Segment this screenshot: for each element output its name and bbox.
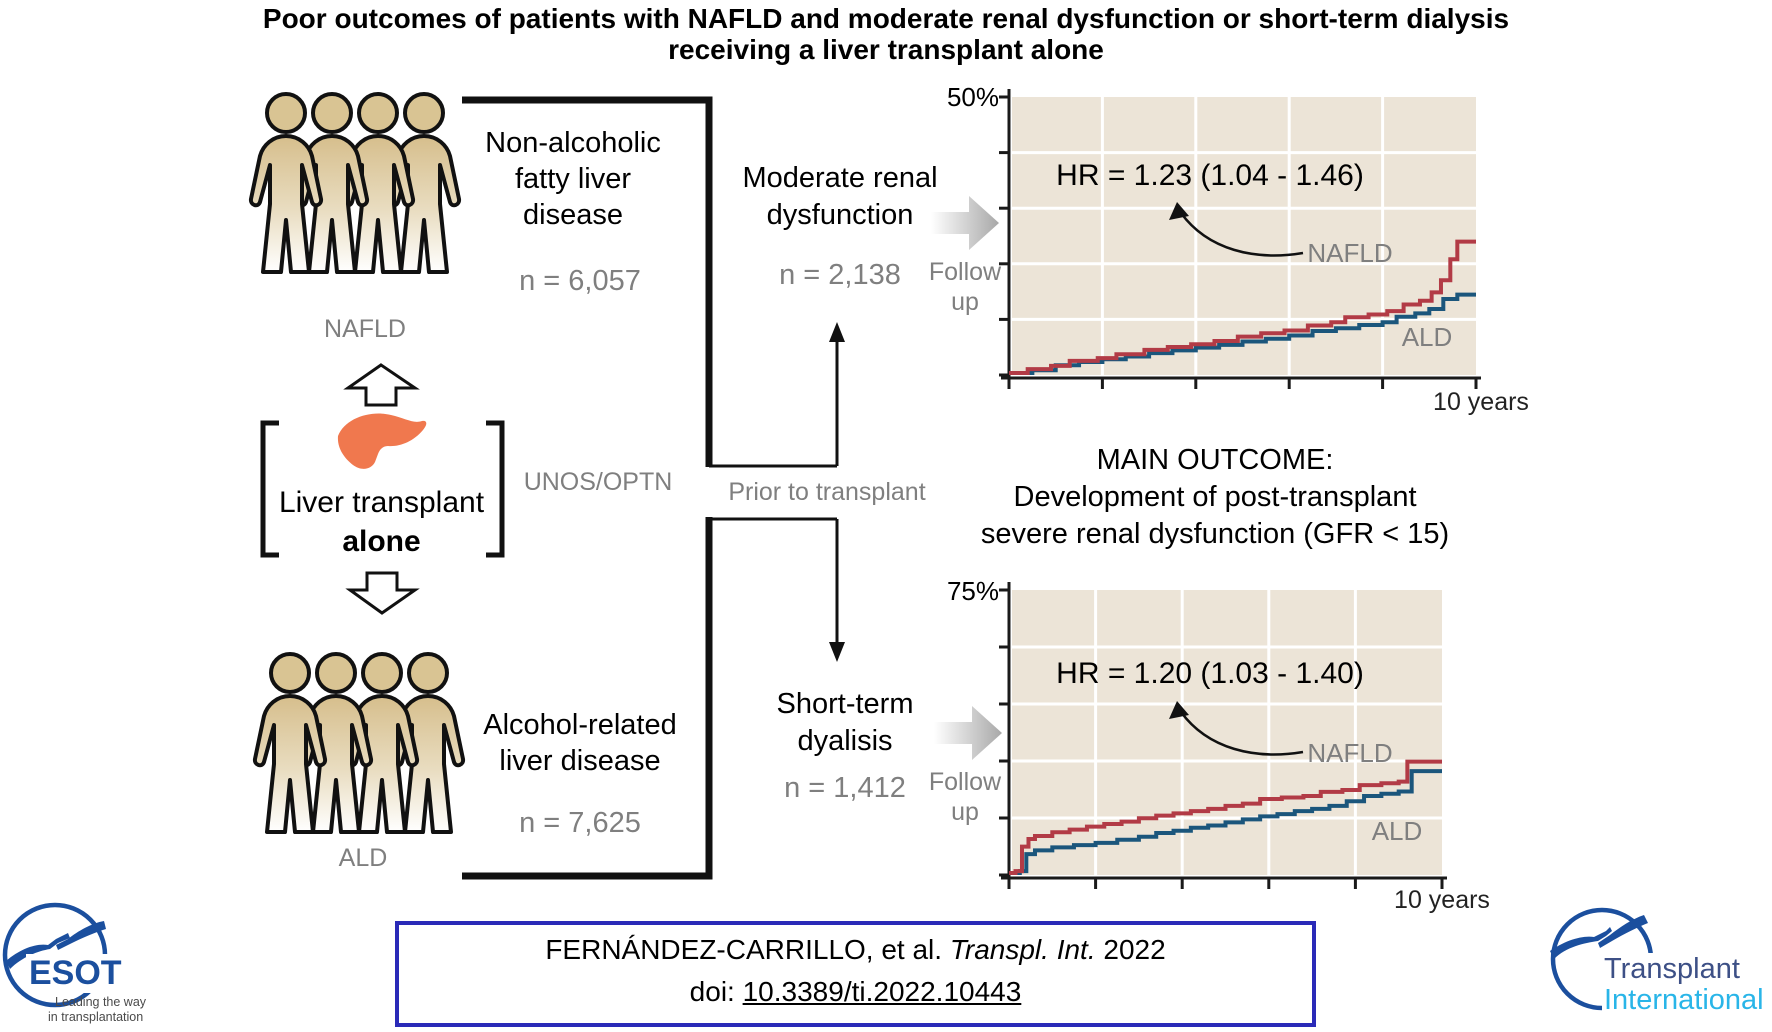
down-block-arrow-icon — [345, 571, 420, 615]
citation-year: 2022 — [1095, 934, 1166, 965]
citation-journal: Transpl. Int. — [949, 934, 1096, 965]
left-bracket — [260, 420, 279, 558]
chart-top-hr-label: HR = 1.23 (1.04 - 1.46) — [1056, 159, 1364, 192]
ti-logo-text-line2: International — [1602, 984, 1766, 1017]
arrow-to-moderate-renal — [829, 322, 845, 466]
follow-up-label-bottom-line1: Follow — [928, 768, 1002, 796]
arrow-to-short-term-dialysis — [829, 519, 845, 662]
nafld-people-icon — [248, 92, 462, 274]
citation-line2: doi: 10.3389/ti.2022.10443 — [399, 976, 1312, 1008]
citation-authors: FERNÁNDEZ-CARRILLO, et al. — [545, 934, 950, 965]
short-term-dialysis-label: Short-term dyalisis — [776, 688, 914, 757]
curve-ald — [1009, 769, 1442, 875]
curve-nafld — [1009, 759, 1442, 875]
follow-up-label-top-line2: up — [951, 288, 979, 316]
chart-bottom-nafld-label: NAFLD — [1307, 738, 1393, 768]
short-term-dialysis-n-label: n = 1,412 — [784, 772, 906, 804]
citation-box: FERNÁNDEZ-CARRILLO, et al. Transpl. Int.… — [395, 921, 1316, 1027]
citation-doi: 10.3389/ti.2022.10443 — [742, 976, 1022, 1007]
survival-chart-bottom — [999, 582, 1447, 889]
chart-top-nafld-label: NAFLD — [1307, 238, 1393, 268]
follow-up-label-top-line1: Follow — [928, 258, 1002, 286]
main-outcome-line3: severe renal dysfunction (GFR < 15) — [980, 518, 1450, 551]
curve-nafld — [1009, 239, 1476, 375]
citation-line1: FERNÁNDEZ-CARRILLO, et al. Transpl. Int.… — [399, 934, 1312, 966]
chart-bottom-xlabel: 10 years — [1394, 886, 1490, 914]
hr-annotation-arrow-bottom — [1169, 701, 1304, 756]
right-bracket — [486, 420, 505, 558]
data-source-label: UNOS/OPTN — [523, 468, 673, 496]
ti-hand-right — [1598, 915, 1648, 948]
nafld-disease-label: Non-alcoholic fatty liver disease — [485, 127, 661, 231]
esot-tagline-line1: Leading the way — [55, 995, 147, 1009]
intervention-label: Liver transplant — [278, 486, 485, 519]
figure-title-line2: receiving a liver transplant alone — [668, 33, 1104, 65]
moderate-renal-label: Moderate renal dysfunction — [742, 162, 938, 231]
liver-icon — [337, 413, 427, 469]
figure-title: Poor outcomes of patients with NAFLD and… — [0, 3, 1772, 66]
main-outcome-line2: Development of post-transplant — [1013, 481, 1417, 514]
esot-tagline-line2: in transplantation — [48, 1010, 144, 1024]
ti-hand-left — [1550, 927, 1612, 959]
survival-chart-top — [999, 89, 1481, 389]
ald-people-icon — [252, 652, 466, 834]
moderate-renal-n-label: n = 2,138 — [779, 259, 901, 291]
figure-title-line1: Poor outcomes of patients with NAFLD and… — [262, 3, 1510, 34]
esot-logo-text: ESOT — [26, 954, 125, 993]
citation-doi-prefix: doi: — [689, 976, 743, 1007]
follow-up-arrow-icon-bottom — [934, 706, 1002, 760]
chart-bottom-hr-label: HR = 1.20 (1.03 - 1.40) — [1056, 657, 1364, 690]
ti-logo-text-line1: Transplant — [1602, 953, 1742, 986]
prior-to-transplant-label: Prior to transplant — [728, 478, 926, 506]
connector-gap — [701, 467, 718, 517]
ald-n-label: n = 7,625 — [519, 807, 641, 839]
ald-tag-label: ALD — [338, 844, 388, 872]
nafld-tag-label: NAFLD — [324, 315, 406, 343]
curve-ald — [1009, 292, 1476, 375]
follow-up-arrow-icon-top — [931, 196, 999, 250]
chart-top-xlabel: 10 years — [1433, 388, 1529, 416]
chart-bottom-ymax-label: 75% — [946, 576, 999, 606]
chart-top-ald-label: ALD — [1401, 322, 1453, 352]
hr-annotation-arrow-top — [1169, 202, 1304, 257]
main-outcome-line1: MAIN OUTCOME: — [1096, 444, 1334, 476]
chart-bottom-ald-label: ALD — [1371, 816, 1423, 846]
follow-up-label-bottom-line2: up — [951, 798, 979, 826]
main-outcome-block: MAIN OUTCOME: Development of post-transp… — [940, 442, 1490, 553]
ald-disease-label: Alcohol-related liver disease — [483, 709, 677, 777]
esot-hand-right — [56, 921, 106, 950]
chart-top-ymax-label: 50% — [946, 82, 999, 112]
intervention-alone-label: alone — [342, 525, 421, 558]
esot-hand-left — [6, 933, 70, 969]
nafld-n-label: n = 6,057 — [519, 265, 641, 297]
up-block-arrow-icon — [343, 363, 420, 407]
